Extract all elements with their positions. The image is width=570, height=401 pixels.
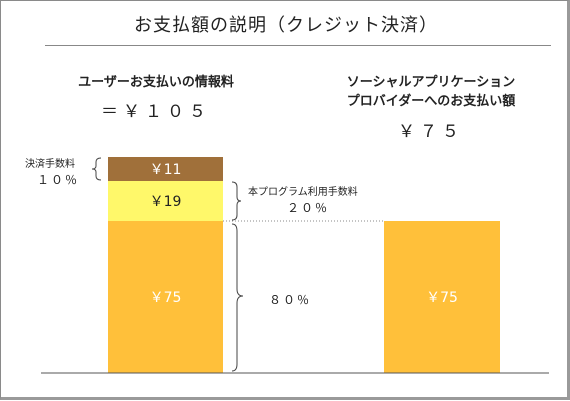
platform-fee-value-label: ￥19 xyxy=(149,194,182,210)
provider-share-percent: ８０％ xyxy=(269,293,312,307)
provider-share-bar-segment: ￥75 xyxy=(108,221,223,373)
provider-payment-bar: ￥75 xyxy=(384,221,500,373)
user-payment-amount: ＝￥１０５ xyxy=(101,102,211,122)
settlement-fee-percent: １０％ xyxy=(37,173,80,187)
provider-share-value-label: ￥75 xyxy=(149,290,182,306)
provider-payment-amount: ￥７５ xyxy=(398,122,464,142)
settlement-fee-bar-segment: ￥11 xyxy=(108,157,223,181)
provider-payment-caption-line2: プロバイダーへのお支払い額 xyxy=(346,94,516,109)
platform-fee-bar-segment: ￥19 xyxy=(108,181,223,221)
platform-fee-percent: ２０％ xyxy=(287,201,330,215)
settlement-fee-brace xyxy=(91,157,102,181)
user-payment-caption: ユーザーお支払いの情報料 xyxy=(78,75,234,90)
settlement-fee-value-label: ￥11 xyxy=(149,162,182,178)
provider-payment-value-label: ￥75 xyxy=(426,290,458,306)
platform-fee-brace xyxy=(231,181,242,221)
provider-payment-caption-line1: ソーシャルアプリケーション xyxy=(346,75,516,90)
title-divider xyxy=(45,45,551,46)
platform-fee-label: 本プログラム利用手数料 xyxy=(248,187,358,198)
slide-title: お支払額の説明（クレジット決済） xyxy=(134,15,438,36)
settlement-fee-label: 決済手数料 xyxy=(25,159,75,170)
provider-share-brace xyxy=(231,223,244,372)
